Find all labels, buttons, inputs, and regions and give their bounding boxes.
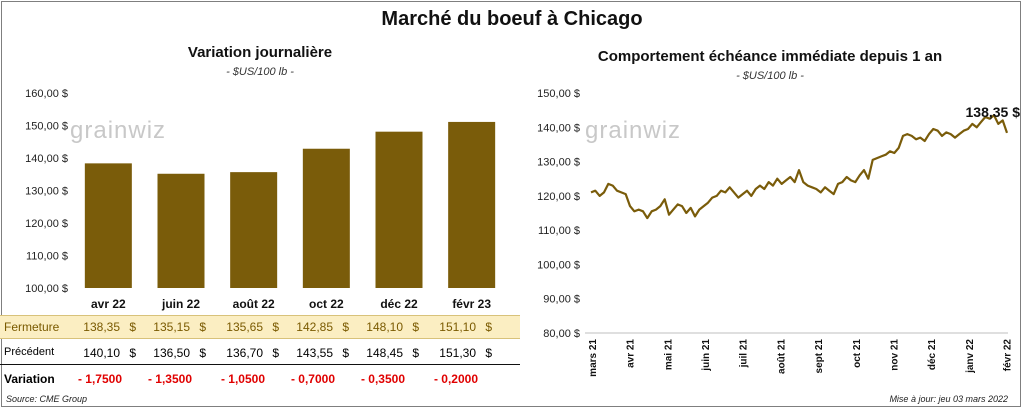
y-tick-label: 100,00 $	[25, 283, 68, 295]
x-tick-label: mars 21	[588, 339, 599, 377]
x-tick-label: mai 21	[663, 339, 674, 371]
last-value-label: 138,35 $	[966, 104, 1021, 120]
y-tick-label: 130,00 $	[25, 186, 68, 198]
x-tick-label: juin 21	[701, 339, 712, 372]
y-tick-label: 130,00 $	[537, 157, 580, 169]
y-tick-label: 110,00 $	[538, 225, 580, 237]
row-label-variation: Variation	[4, 372, 55, 386]
y-tick-label: 140,00 $	[537, 122, 580, 134]
y-tick-label: 120,00 $	[25, 218, 68, 230]
y-tick-label: 140,00 $	[25, 153, 68, 165]
y-tick-label: 100,00 $	[537, 259, 580, 271]
watermark-logo-left: grainwiz	[70, 117, 167, 144]
left-chart-title: Variation journalière	[187, 44, 333, 61]
bar	[84, 163, 132, 288]
right-chart-title: Comportement échéance immédiate depuis 1…	[597, 48, 943, 65]
left-chart-unit: - $US/100 lb -	[226, 66, 294, 78]
bar	[302, 148, 350, 288]
bar	[375, 131, 423, 288]
y-tick-label: 150,00 $	[25, 121, 68, 133]
y-tick-label: 90,00 $	[543, 294, 580, 306]
series-line	[590, 114, 1009, 220]
y-tick-label: 120,00 $	[537, 191, 580, 203]
bar	[230, 172, 278, 288]
y-tick-label: 150,00 $	[537, 88, 580, 100]
y-tick-label: 110,00 $	[26, 251, 68, 263]
bar	[157, 173, 205, 288]
x-tick-label: déc 22	[380, 297, 418, 311]
x-tick-label: déc 21	[927, 339, 938, 371]
variation-cell: - 0,7000	[290, 372, 336, 386]
x-tick-label: oct 21	[852, 339, 863, 368]
x-tick-label: févr 22	[1003, 339, 1014, 372]
x-tick-label: sept 21	[814, 339, 825, 374]
x-tick-label: avr 22	[91, 297, 126, 311]
x-tick-label: juin 22	[161, 297, 200, 311]
variation-cell: - 0,2000	[433, 372, 479, 386]
x-tick-label: oct 22	[309, 297, 344, 311]
x-tick-label: août 22	[233, 297, 275, 311]
right-chart-unit: - $US/100 lb -	[736, 70, 804, 82]
variation-cell: - 1,7500	[77, 372, 123, 386]
page-title: Marché du boeuf à Chicago	[381, 8, 643, 30]
x-tick-label: févr 23	[452, 297, 491, 311]
table-row-close: Fermeture 138,35 $ 135,15 $ 135,65 $ 142,85…	[0, 315, 520, 339]
y-tick-label: 80,00 $	[543, 328, 580, 340]
x-tick-label: juil 21	[739, 339, 750, 369]
variation-cell: - 0,3500	[360, 372, 406, 386]
variation-cell: - 1,0500	[220, 372, 266, 386]
x-tick-label: août 21	[776, 339, 787, 374]
variation-cell: - 1,3500	[147, 372, 193, 386]
row-label-close: Fermeture	[4, 320, 60, 334]
x-tick-label: janv 22	[965, 339, 976, 374]
row-label-previous: Précédent	[4, 346, 55, 358]
table-row-variation: Variation - 1,7500 - 1,3500 - 1,0500 - 0…	[0, 368, 520, 390]
bar	[448, 121, 496, 288]
watermark-logo-right: grainwiz	[585, 117, 682, 144]
y-tick-label: 160,00 $	[25, 88, 68, 100]
source-note: Source: CME Group	[6, 394, 88, 404]
table-row-previous: Précédent 140,10 $ 136,50 $ 136,70 $ 143,55…	[0, 342, 520, 365]
x-tick-label: avr 21	[626, 339, 637, 368]
update-note: Mise à jour: jeu 03 mars 2022	[889, 394, 1008, 404]
x-tick-label: nov 21	[889, 339, 900, 371]
